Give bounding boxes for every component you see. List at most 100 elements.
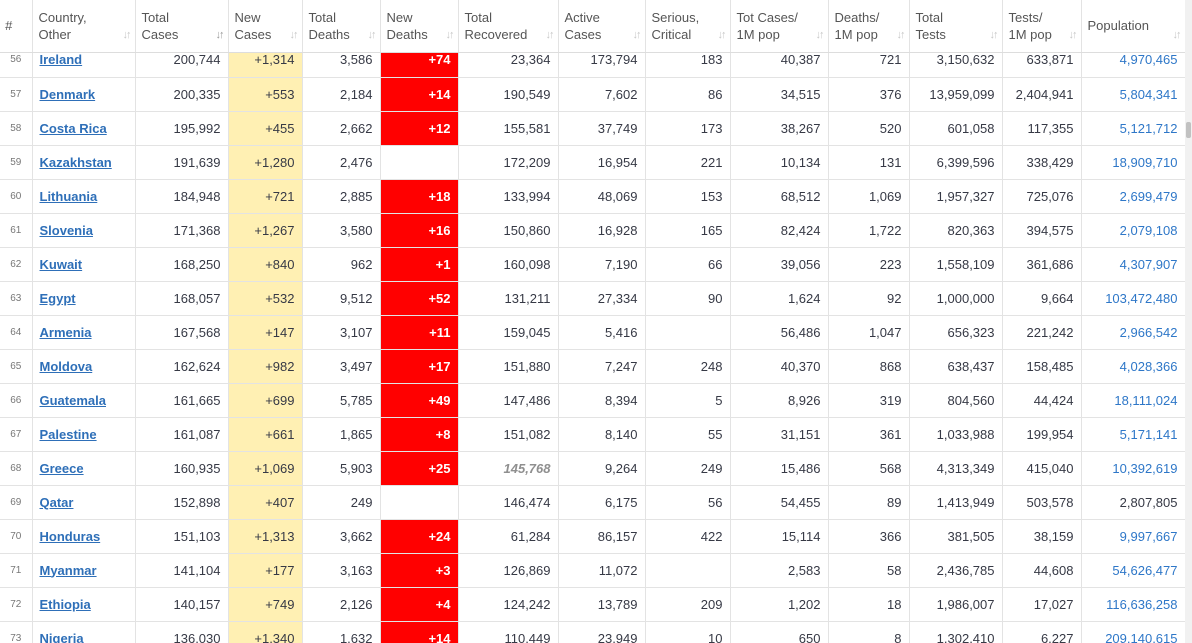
country-link[interactable]: Kazakhstan: [39, 154, 112, 170]
country-link[interactable]: Palestine: [39, 426, 97, 442]
sort-arrows-icon[interactable]: ↓↑: [1068, 28, 1078, 41]
cases-per-1m-cell: 15,114: [730, 519, 829, 554]
country-link[interactable]: Denmark: [39, 86, 96, 102]
total-tests-cell: 2,436,785: [909, 553, 1003, 588]
active-cases-cell: 23,949: [558, 621, 646, 643]
col-serious-critical-header[interactable]: Serious, Critical ↓↑: [645, 0, 731, 53]
population-cell[interactable]: 4,028,366: [1081, 349, 1185, 384]
col-total-tests-header[interactable]: Total Tests ↓↑: [909, 0, 1003, 53]
country-link[interactable]: Greece: [39, 460, 84, 476]
sort-arrows-icon[interactable]: ↓↑: [632, 28, 642, 41]
sort-arrows-icon[interactable]: ↓↑: [215, 28, 225, 41]
total-cases-cell: 167,568: [135, 315, 229, 350]
serious-critical-cell: 56: [645, 485, 731, 520]
sort-arrows-icon[interactable]: ↓↑: [896, 28, 906, 41]
country-link[interactable]: Slovenia: [39, 222, 93, 238]
country-link[interactable]: Egypt: [39, 290, 76, 306]
sort-arrows-icon[interactable]: ↓↑: [815, 28, 825, 41]
total-recovered-cell: 147,486: [458, 383, 559, 418]
population-cell[interactable]: 209,140,615: [1081, 621, 1185, 643]
population-cell[interactable]: 9,997,667: [1081, 519, 1185, 554]
population-cell[interactable]: 103,472,480: [1081, 281, 1185, 316]
country-link[interactable]: Qatar: [39, 494, 74, 510]
sort-arrows-icon[interactable]: ↓↑: [367, 28, 377, 41]
sort-arrows-icon[interactable]: ↓↑: [289, 28, 299, 41]
serious-critical-cell: 183: [645, 52, 731, 78]
population-cell[interactable]: 116,636,258: [1081, 587, 1185, 622]
total-deaths-cell: 3,163: [302, 553, 381, 588]
population-cell[interactable]: 4,307,907: [1081, 247, 1185, 282]
table-header: # Country, Other ↓↑ Total Cases ↓↑ New Cases ↓↑ To…: [0, 0, 1185, 53]
serious-critical-cell: 249: [645, 451, 731, 486]
col-population-header[interactable]: Population ↓↑: [1081, 0, 1185, 53]
col-new-cases-header[interactable]: New Cases ↓↑: [228, 0, 303, 53]
total-recovered-cell: 150,860: [458, 213, 559, 248]
sort-arrows-icon[interactable]: ↓↑: [445, 28, 455, 41]
vertical-scrollbar[interactable]: [1185, 0, 1192, 643]
row-index-cell: 58: [0, 111, 33, 146]
country-link[interactable]: Honduras: [39, 528, 101, 544]
serious-critical-cell: 173: [645, 111, 731, 146]
serious-critical-cell: 422: [645, 519, 731, 554]
population-cell[interactable]: 2,966,542: [1081, 315, 1185, 350]
col-total-recovered-header[interactable]: Total Recovered ↓↑: [458, 0, 559, 53]
cases-per-1m-cell: 34,515: [730, 77, 829, 112]
col-total-deaths-header[interactable]: Total Deaths ↓↑: [302, 0, 381, 53]
new-deaths-cell: +17: [380, 349, 459, 384]
row-index-cell: 60: [0, 179, 33, 214]
population-cell[interactable]: 5,171,141: [1081, 417, 1185, 452]
col-deaths-per-1m-header[interactable]: Deaths/1M pop ↓↑: [828, 0, 910, 53]
country-link[interactable]: Armenia: [39, 324, 92, 340]
header-label: New Deaths: [386, 9, 428, 42]
new-cases-cell: +1,340: [228, 621, 303, 643]
sort-arrows-icon[interactable]: ↓↑: [989, 28, 999, 41]
population-cell[interactable]: 54,626,477: [1081, 553, 1185, 588]
new-cases-cell: +553: [228, 77, 303, 112]
serious-critical-cell: 153: [645, 179, 731, 214]
col-new-deaths-header[interactable]: New Deaths ↓↑: [380, 0, 459, 53]
population-cell[interactable]: 2,079,108: [1081, 213, 1185, 248]
population-cell[interactable]: 5,804,341: [1081, 77, 1185, 112]
deaths-per-1m-cell: 223: [828, 247, 910, 282]
country-link[interactable]: Ethiopia: [39, 596, 91, 612]
population-cell[interactable]: 18,909,710: [1081, 145, 1185, 180]
deaths-per-1m-cell: 58: [828, 553, 910, 588]
population-cell[interactable]: 18,111,024: [1081, 383, 1185, 418]
sort-arrows-icon[interactable]: ↓↑: [122, 28, 132, 41]
serious-critical-cell: 248: [645, 349, 731, 384]
tests-per-1m-cell: 44,424: [1002, 383, 1082, 418]
sort-arrows-icon[interactable]: ↓↑: [545, 28, 555, 41]
country-link[interactable]: Guatemala: [39, 392, 106, 408]
country-link[interactable]: Costa Rica: [39, 120, 107, 136]
row-index-cell: 64: [0, 315, 33, 350]
total-recovered-cell: 61,284: [458, 519, 559, 554]
population-cell[interactable]: 4,970,465: [1081, 52, 1185, 78]
tests-per-1m-cell: 221,242: [1002, 315, 1082, 350]
table-body-viewport[interactable]: 56 Ireland 200,744 +1,314 3,586 +74 23,364 173,…: [0, 52, 1185, 643]
col-country-header[interactable]: Country, Other ↓↑: [32, 0, 136, 53]
col-tests-per-1m-header[interactable]: Tests/1M pop ↓↑: [1002, 0, 1082, 53]
country-link[interactable]: Nigeria: [39, 630, 84, 643]
country-link[interactable]: Kuwait: [39, 256, 83, 272]
country-link[interactable]: Lithuania: [39, 188, 98, 204]
sort-arrows-icon[interactable]: ↓↑: [717, 28, 727, 41]
population-cell[interactable]: 2,699,479: [1081, 179, 1185, 214]
row-index-cell: 73: [0, 621, 33, 643]
total-deaths-cell: 2,184: [302, 77, 381, 112]
new-cases-cell: +721: [228, 179, 303, 214]
active-cases-cell: 8,140: [558, 417, 646, 452]
population-cell[interactable]: 10,392,619: [1081, 451, 1185, 486]
country-link[interactable]: Myanmar: [39, 562, 97, 578]
serious-critical-cell: [645, 315, 731, 350]
country-cell: Slovenia: [32, 213, 136, 248]
scrollbar-thumb[interactable]: [1186, 122, 1191, 138]
col-active-cases-header[interactable]: Active Cases ↓↑: [558, 0, 646, 53]
col-cases-per-1m-header[interactable]: Tot Cases/1M pop ↓↑: [730, 0, 829, 53]
col-total-cases-header[interactable]: Total Cases ↓↑: [135, 0, 229, 53]
sort-arrows-icon[interactable]: ↓↑: [1172, 28, 1182, 41]
total-cases-cell: 161,665: [135, 383, 229, 418]
country-link[interactable]: Ireland: [39, 52, 83, 68]
country-link[interactable]: Moldova: [39, 358, 93, 374]
population-cell[interactable]: 5,121,712: [1081, 111, 1185, 146]
